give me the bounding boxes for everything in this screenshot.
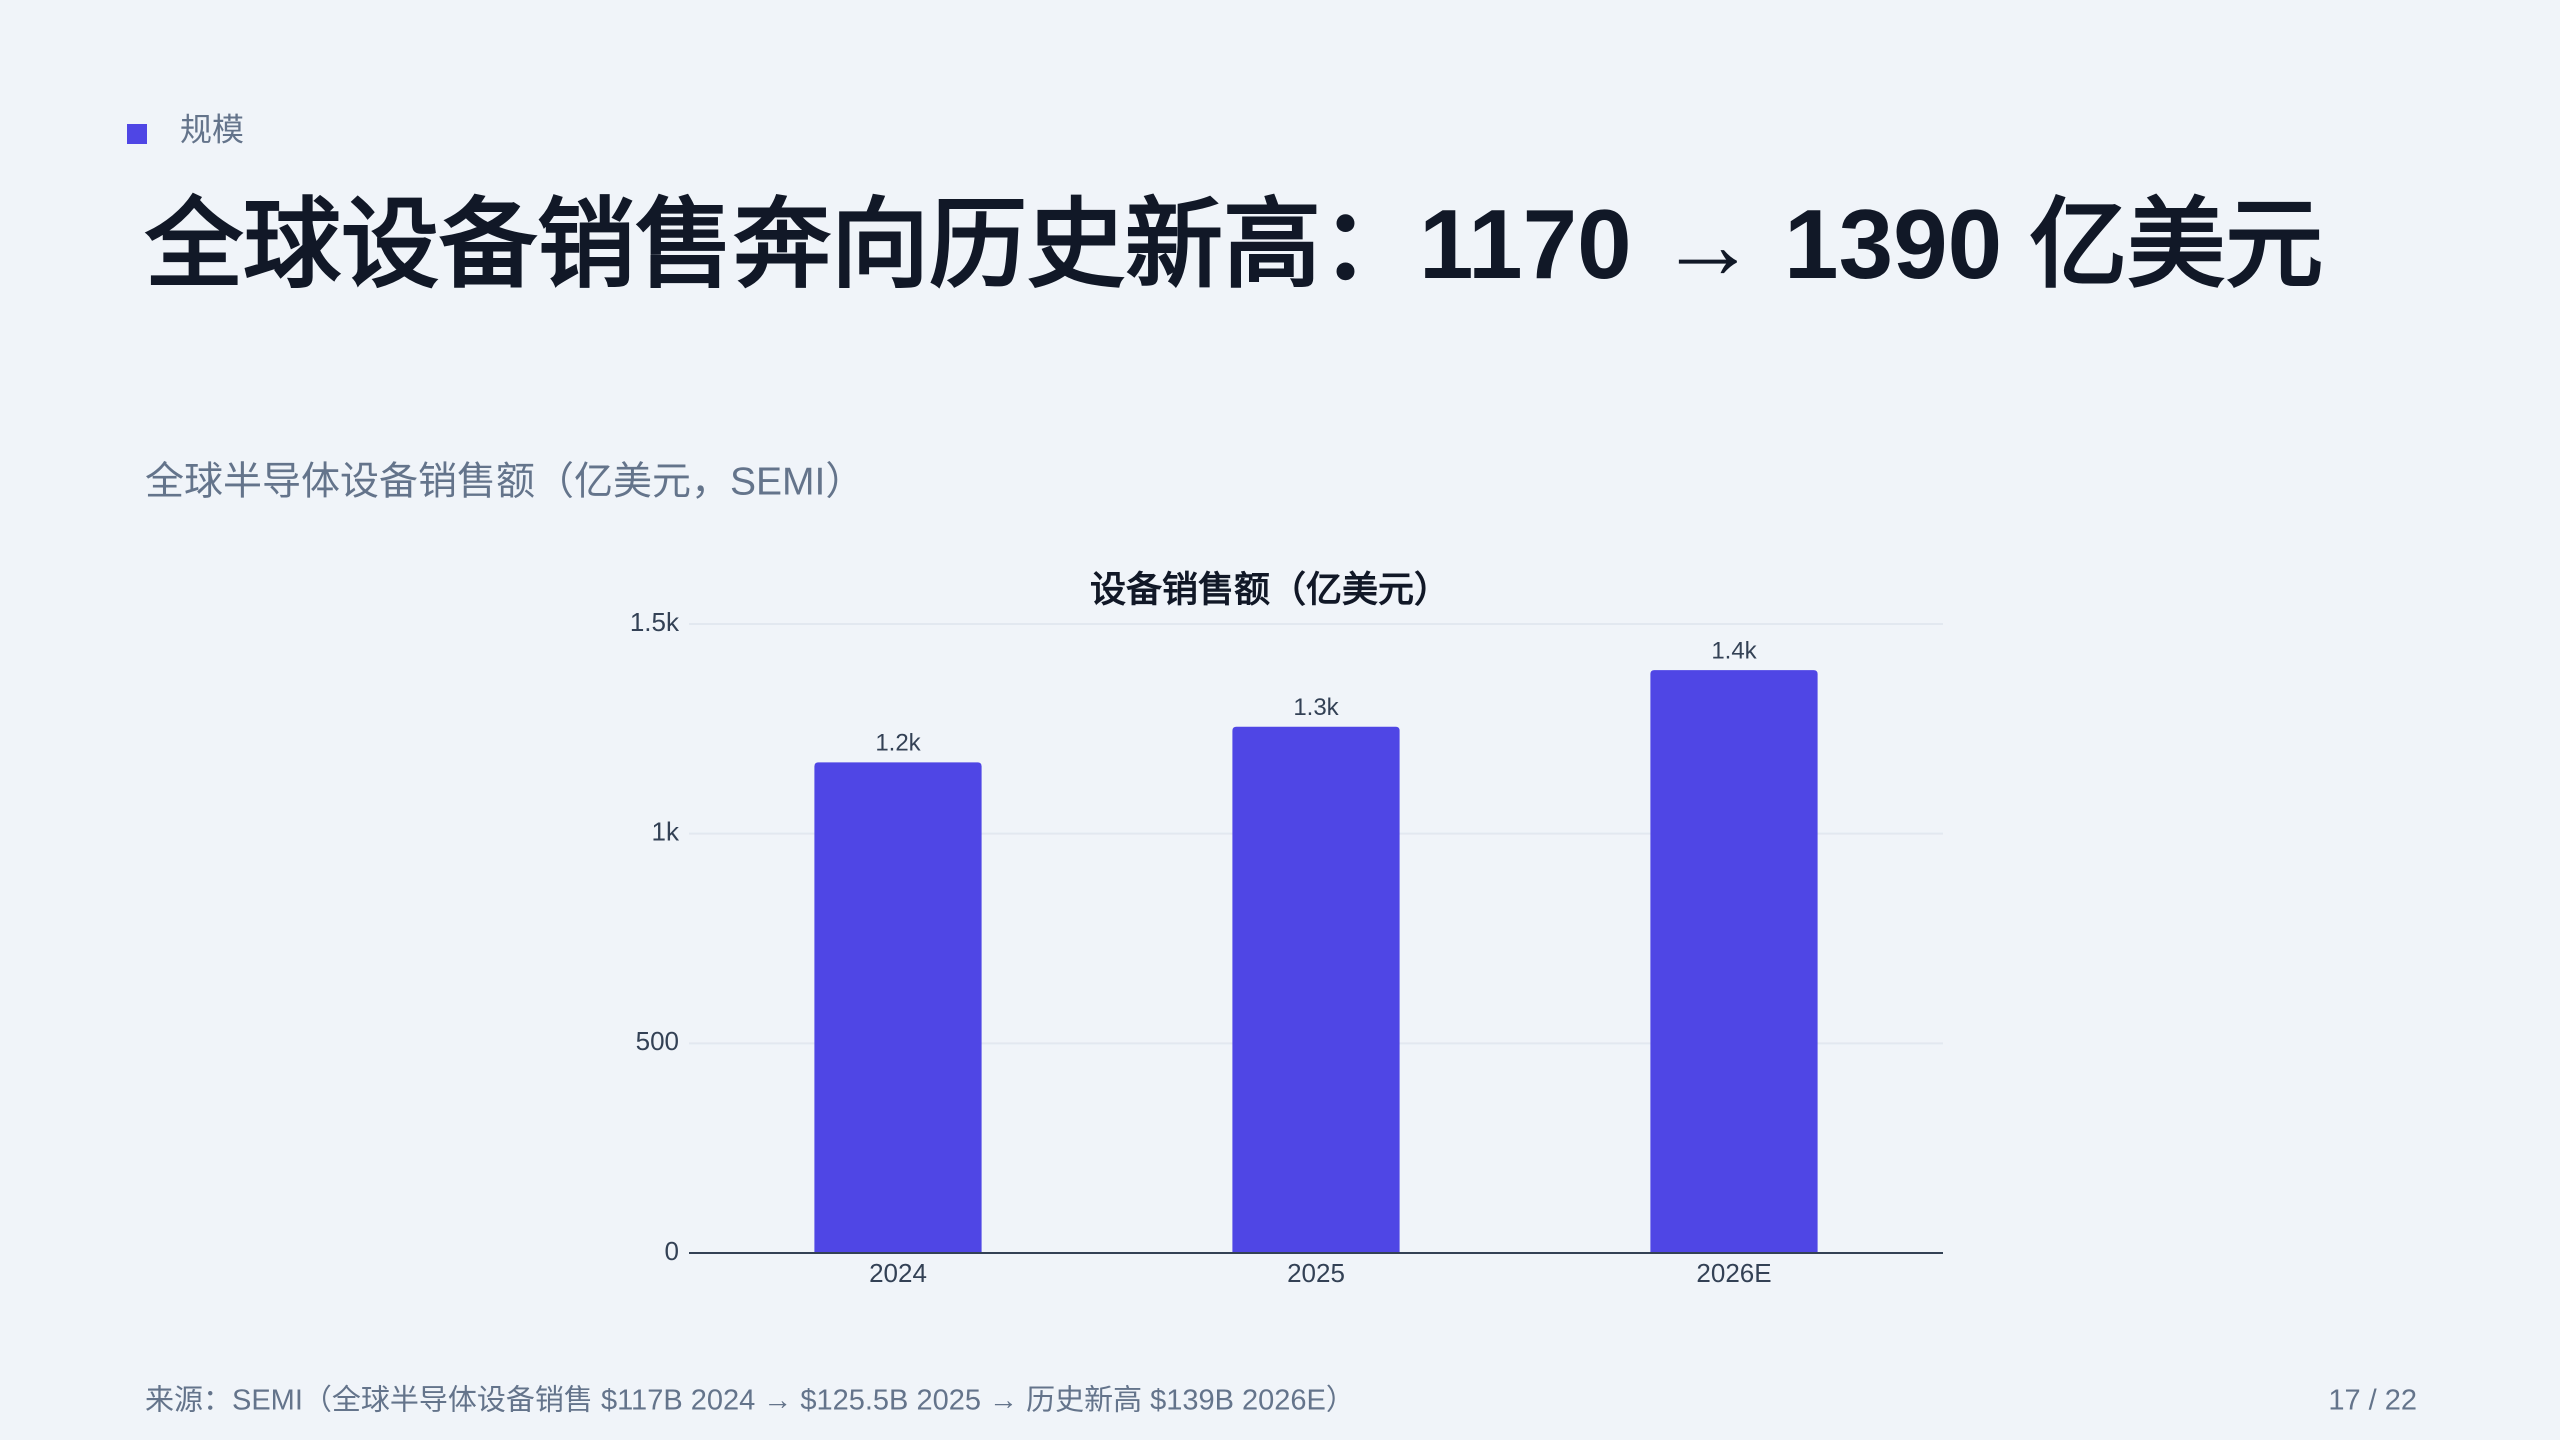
y-tick-label: 1.5k <box>630 607 680 637</box>
slide-title: 全球设备销售奔向历史新高：1170 → 1390 亿美元 <box>144 189 2323 299</box>
bar <box>1232 726 1400 1253</box>
y-tick-label: 1k <box>652 817 680 847</box>
x-tick-label: 2025 <box>1287 1258 1345 1288</box>
value-label: 1.4k <box>1711 637 1757 664</box>
x-tick-label: 2024 <box>869 1258 927 1288</box>
tag: 规模 <box>180 111 244 147</box>
chart-title: 设备销售额（亿美元） <box>1090 569 1450 610</box>
bar <box>814 762 982 1253</box>
value-label: 1.2k <box>875 730 921 757</box>
y-tick-label: 500 <box>636 1026 679 1056</box>
source: 来源：SEMI（全球半导体设备销售 $117B 2024 → $125.5B 2… <box>145 1384 1355 1417</box>
x-tick-label: 2026E <box>1696 1258 1771 1288</box>
page-number: 17 / 22 <box>2328 1385 2417 1417</box>
tag-marker <box>127 124 147 144</box>
subtitle: 全球半导体设备销售额（亿美元，SEMI） <box>145 460 864 503</box>
y-tick-label: 0 <box>665 1236 679 1266</box>
value-label: 1.3k <box>1293 694 1339 721</box>
bar <box>1650 670 1818 1253</box>
